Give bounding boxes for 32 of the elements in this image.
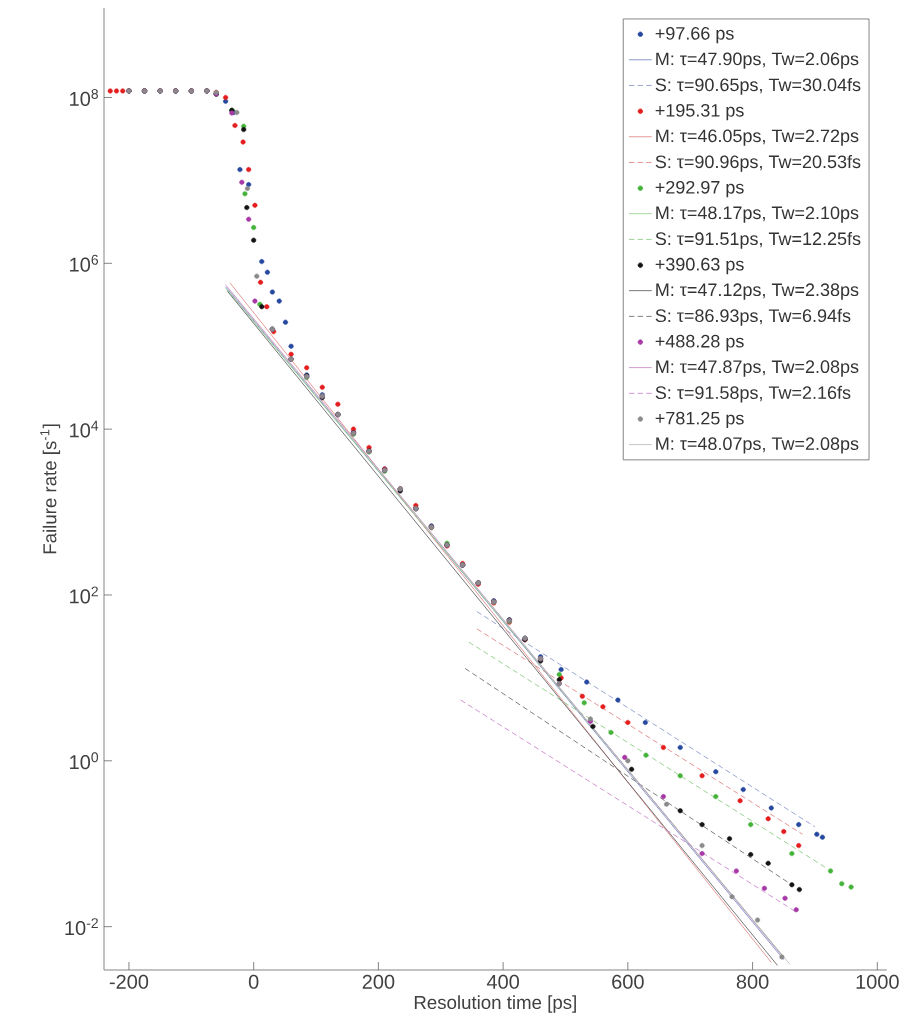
y-tick-label: 10$^{4}$ (70, 420, 99, 438)
x-tick-label: 400 (486, 974, 520, 989)
x-tick-label: 0 (248, 974, 259, 989)
x-tick-label: 600 (612, 974, 644, 989)
legend-label: M: τ=47.87ps, Tw=2.08ps (656, 360, 859, 377)
legend-label: S: τ=91.58ps, Tw=2.16fs (655, 385, 851, 403)
legend-label: S: τ=86.93ps, Tw=6.94fs (655, 308, 851, 326)
legend-label: +781.25 ps (655, 411, 744, 429)
x-tick-label: -200 (109, 974, 149, 989)
legend-label: +488.28 ps (655, 334, 744, 352)
y-tick-label: 10$^{0}$ (70, 752, 99, 770)
legend-label: M: τ=48.07ps, Tw=2.08ps (656, 437, 859, 454)
legend-label: +292.97 ps (655, 180, 744, 198)
legend-label: S: τ=91.51ps, Tw=12.25fs (655, 231, 861, 249)
y-tick-label: 10$^{-2}$ (65, 918, 98, 936)
legend-label: S: τ=90.65ps, Tw=30.04fs (655, 77, 861, 95)
legend-label: S: τ=90.96ps, Tw=20.53fs (655, 154, 861, 172)
legend-label: M: τ=47.90ps, Tw=2.06ps (656, 52, 859, 69)
legend-label: M: τ=48.17ps, Tw=2.10ps (656, 206, 859, 223)
x-tick-label: 800 (736, 974, 769, 989)
y-tick-label: 10$^{8}$ (70, 89, 99, 106)
legend-label: +195.31 ps (655, 103, 744, 121)
legend-label: +390.63 ps (655, 257, 744, 275)
y-axis-title: Failure rate [s$^{-1}$] (40, 424, 61, 554)
y-tick-label: 10$^{6}$ (70, 254, 99, 272)
legend-label: +97.66 ps (655, 26, 734, 44)
x-tick-label: 1000 (856, 974, 899, 989)
x-tick-label: 200 (362, 974, 395, 989)
x-axis-title: Resolution time [ps] (414, 995, 576, 1013)
legend-label: M: τ=47.12ps, Tw=2.38ps (656, 283, 859, 300)
legend-label: M: τ=46.05ps, Tw=2.72ps (656, 129, 859, 146)
y-tick-label: 10$^{2}$ (70, 586, 98, 604)
